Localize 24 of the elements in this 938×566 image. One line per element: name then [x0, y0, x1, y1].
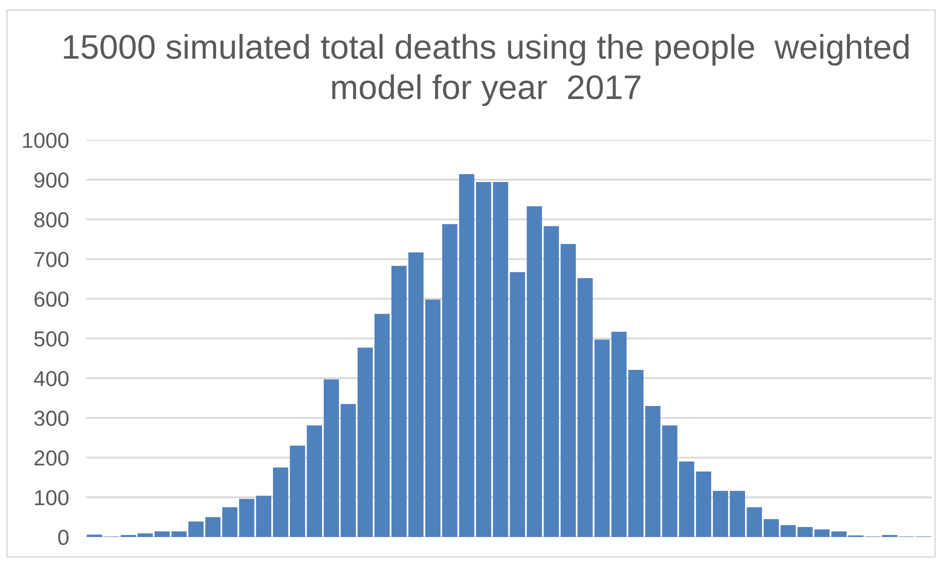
y-tick-label: 600	[34, 292, 68, 307]
bar	[510, 272, 526, 537]
bar	[188, 521, 204, 537]
y-tick-label: 300	[34, 410, 68, 426]
bar	[492, 182, 508, 537]
bar	[171, 531, 187, 537]
y-tick-label: 0	[58, 530, 68, 546]
bar	[814, 529, 830, 537]
y-tick-label: 200	[34, 450, 68, 466]
y-tick-label: 400	[34, 370, 68, 386]
bar	[391, 266, 407, 537]
bar	[611, 332, 627, 537]
y-tick-label: 100	[35, 490, 68, 506]
bar	[831, 531, 847, 537]
bar	[408, 252, 424, 537]
bar	[712, 490, 728, 537]
y-tick-label: 700	[34, 252, 68, 268]
y-tick-label: 800	[34, 212, 68, 228]
y-tick-label: 900	[34, 172, 68, 188]
y-tick-label: 500	[34, 331, 68, 347]
bar	[290, 446, 306, 537]
bar	[594, 340, 610, 537]
y-tick-label: 1000	[23, 132, 68, 148]
chart-title: 15000 simulated total deaths using the people weighted model for year 2017	[64, 34, 909, 106]
